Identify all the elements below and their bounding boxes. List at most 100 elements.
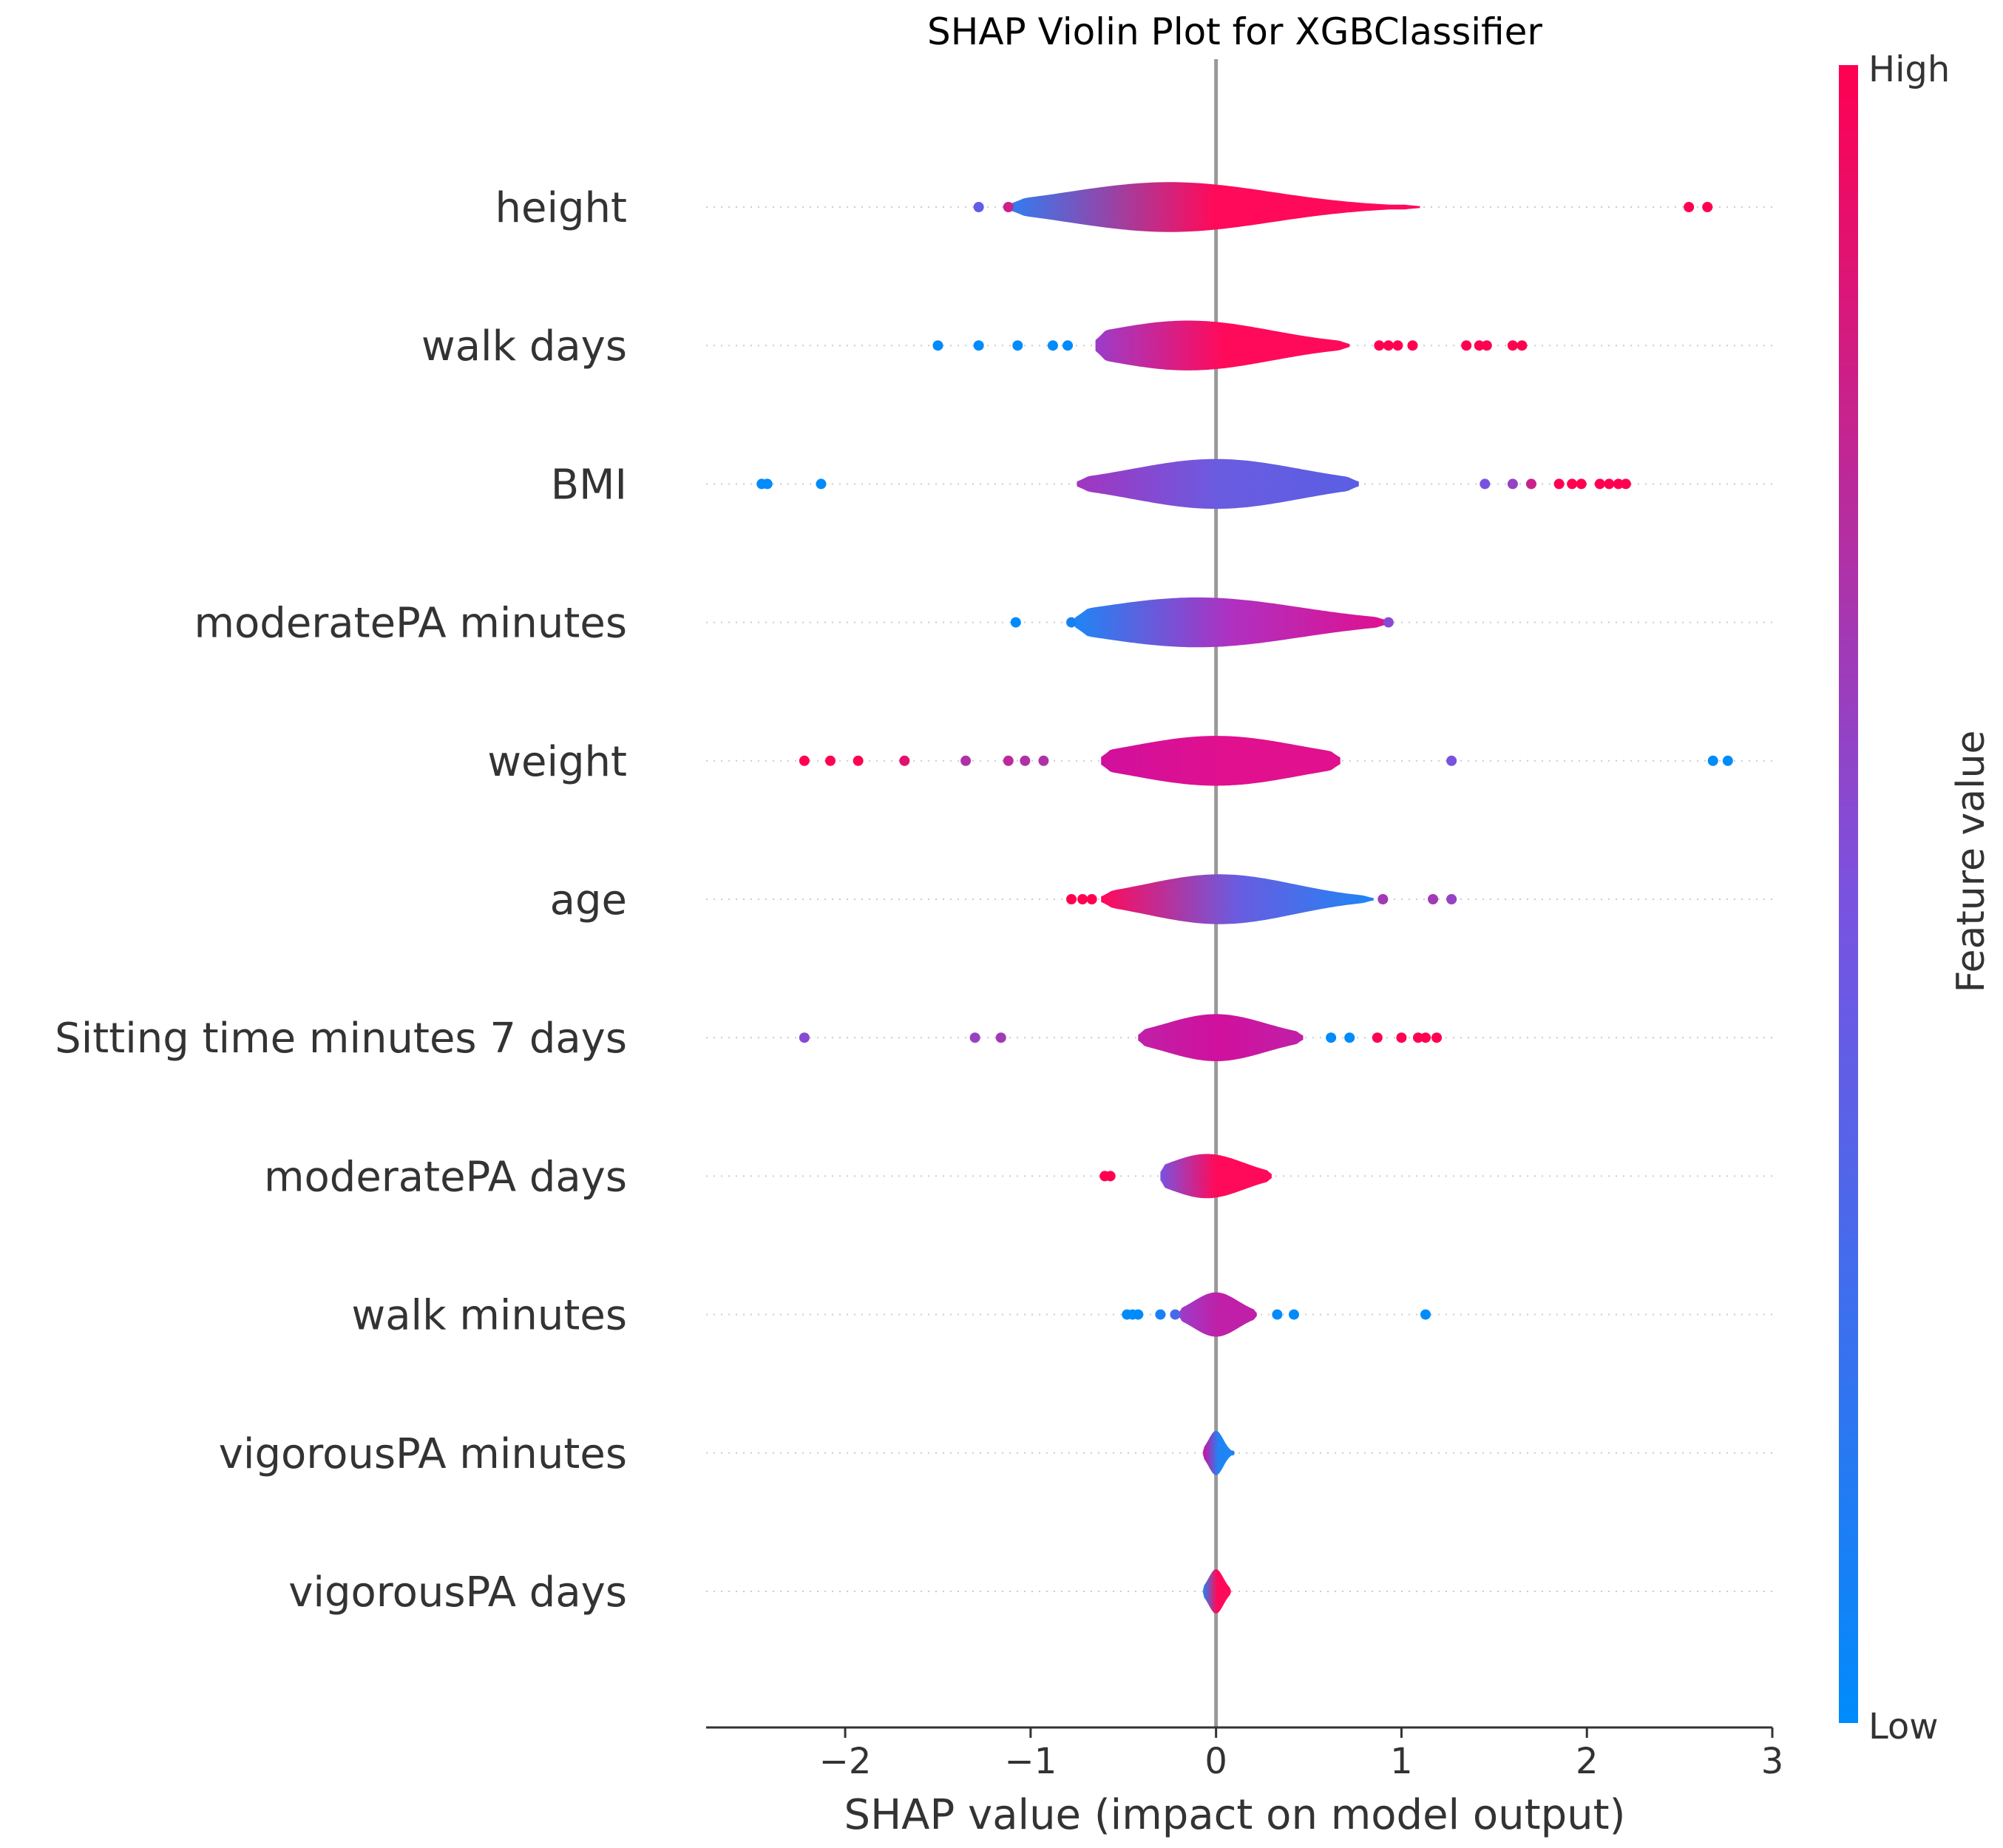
outlier-point-bmi-4 bbox=[1507, 478, 1518, 490]
outlier-point-height-2 bbox=[1684, 202, 1695, 212]
feature-label-walk-minutes: walk minutes bbox=[351, 1292, 627, 1340]
violin-bmi bbox=[1077, 458, 1359, 510]
outlier-point-weight-3 bbox=[899, 755, 910, 766]
violin-sitting-time-minutes-7-days bbox=[1138, 1014, 1304, 1061]
violin-walk-days bbox=[1095, 320, 1350, 370]
outlier-point-weight-2 bbox=[853, 755, 864, 766]
outlier-point-height-3 bbox=[1702, 202, 1713, 212]
outlier-point-sitting-time-minutes-7-days-2 bbox=[995, 1032, 1006, 1043]
feature-label-weight: weight bbox=[487, 738, 627, 786]
violin-vigorouspa-days bbox=[1203, 1569, 1231, 1614]
outlier-point-bmi-2 bbox=[816, 478, 827, 490]
outlier-point-weight-4 bbox=[960, 755, 972, 766]
outlier-point-sitting-time-minutes-7-days-1 bbox=[969, 1032, 980, 1043]
outlier-point-sitting-time-minutes-7-days-3 bbox=[1326, 1032, 1337, 1043]
outlier-point-walk-minutes-4 bbox=[1170, 1309, 1181, 1320]
outlier-point-moderatepa-minutes-1 bbox=[1066, 617, 1077, 628]
outlier-point-sitting-time-minutes-7-days-8 bbox=[1420, 1032, 1431, 1043]
colorbar-high-label: High bbox=[1868, 49, 1950, 90]
x-tick-label-4: 2 bbox=[1576, 1741, 1599, 1782]
outlier-point-bmi-8 bbox=[1576, 478, 1587, 490]
outlier-point-age-0 bbox=[1066, 894, 1077, 904]
outlier-point-walk-days-1 bbox=[973, 340, 984, 351]
violin-age bbox=[1101, 874, 1374, 924]
x-tick-label-5: 3 bbox=[1761, 1741, 1784, 1782]
outlier-point-walk-days-2 bbox=[1012, 340, 1023, 351]
outlier-points bbox=[756, 202, 1733, 1320]
outlier-point-bmi-1 bbox=[762, 478, 773, 490]
x-tick-label-0: −2 bbox=[819, 1741, 872, 1782]
outlier-point-age-2 bbox=[1086, 894, 1097, 904]
outlier-point-moderatepa-minutes-2 bbox=[1383, 617, 1394, 628]
outlier-point-bmi-9 bbox=[1594, 478, 1605, 490]
outlier-point-sitting-time-minutes-7-days-6 bbox=[1396, 1032, 1407, 1043]
violins bbox=[1008, 182, 1420, 1614]
x-tick-label-1: −1 bbox=[1004, 1741, 1057, 1782]
outlier-point-walk-days-13 bbox=[1516, 340, 1528, 351]
outlier-point-walk-days-0 bbox=[932, 340, 943, 351]
colorbar-title: Feature value bbox=[1949, 730, 1993, 992]
outlier-point-walk-minutes-7 bbox=[1420, 1309, 1431, 1320]
outlier-point-sitting-time-minutes-7-days-5 bbox=[1372, 1032, 1383, 1043]
outlier-point-bmi-12 bbox=[1620, 478, 1631, 490]
outlier-point-weight-8 bbox=[1446, 755, 1457, 766]
x-tick-label-3: 1 bbox=[1390, 1741, 1413, 1782]
violin-moderatepa-days bbox=[1160, 1154, 1272, 1199]
colorbar: High Low Feature value bbox=[1839, 49, 1993, 1747]
outlier-point-weight-7 bbox=[1038, 755, 1049, 766]
outlier-point-walk-days-10 bbox=[1474, 340, 1485, 351]
outlier-point-height-0 bbox=[973, 202, 984, 212]
feature-label-height: height bbox=[495, 184, 628, 232]
outlier-point-weight-5 bbox=[1003, 755, 1014, 766]
violin-weight bbox=[1101, 736, 1341, 786]
outlier-point-moderatepa-days-1 bbox=[1105, 1171, 1116, 1182]
outlier-point-weight-6 bbox=[1020, 755, 1031, 766]
violin-vigorouspa-minutes bbox=[1203, 1430, 1235, 1475]
feature-label-moderatepa-days: moderatePA days bbox=[264, 1153, 627, 1201]
feature-label-sitting-time-minutes-7-days: Sitting time minutes 7 days bbox=[55, 1015, 627, 1063]
outlier-point-bmi-6 bbox=[1553, 478, 1565, 490]
feature-label-bmi: BMI bbox=[551, 461, 627, 509]
feature-label-walk-days: walk days bbox=[421, 322, 627, 370]
outlier-point-walk-days-7 bbox=[1392, 340, 1403, 351]
outlier-point-bmi-11 bbox=[1613, 478, 1624, 490]
violin-height bbox=[1008, 182, 1420, 232]
outlier-point-walk-days-11 bbox=[1481, 340, 1492, 351]
outlier-point-walk-minutes-2 bbox=[1133, 1309, 1144, 1320]
outlier-point-bmi-10 bbox=[1604, 478, 1615, 490]
outlier-point-weight-10 bbox=[1722, 755, 1733, 766]
outlier-point-weight-0 bbox=[799, 755, 810, 766]
outlier-point-sitting-time-minutes-7-days-4 bbox=[1344, 1032, 1355, 1043]
feature-label-moderatepa-minutes: moderatePA minutes bbox=[194, 600, 627, 648]
outlier-point-bmi-7 bbox=[1567, 478, 1578, 490]
feature-label-age: age bbox=[550, 876, 627, 924]
outlier-point-walk-days-12 bbox=[1507, 340, 1518, 351]
outlier-point-age-4 bbox=[1428, 894, 1439, 904]
outlier-point-moderatepa-minutes-0 bbox=[1010, 617, 1021, 628]
outlier-point-walk-minutes-5 bbox=[1272, 1309, 1283, 1320]
outlier-point-height-1 bbox=[1003, 202, 1014, 212]
outlier-point-weight-1 bbox=[825, 755, 836, 766]
outlier-point-sitting-time-minutes-7-days-7 bbox=[1413, 1032, 1424, 1043]
x-tick-label-2: 0 bbox=[1204, 1741, 1227, 1782]
outlier-point-walk-days-8 bbox=[1407, 340, 1418, 351]
outlier-point-sitting-time-minutes-7-days-9 bbox=[1431, 1032, 1443, 1043]
x-axis-label: SHAP value (impact on model output) bbox=[844, 1791, 1626, 1839]
outlier-point-age-1 bbox=[1077, 894, 1088, 904]
outlier-point-age-3 bbox=[1377, 894, 1389, 904]
outlier-point-walk-minutes-3 bbox=[1155, 1309, 1166, 1320]
violin-walk-minutes bbox=[1179, 1292, 1257, 1337]
feature-label-vigorouspa-minutes: vigorousPA minutes bbox=[219, 1430, 627, 1478]
x-axis: −2 −1 0 1 2 3 bbox=[706, 1726, 1784, 1782]
feature-labels: height walk days BMI moderatePA minutes weig… bbox=[55, 184, 627, 1617]
outlier-point-walk-days-3 bbox=[1047, 340, 1058, 351]
outlier-point-age-5 bbox=[1446, 894, 1457, 904]
outlier-point-walk-days-6 bbox=[1383, 340, 1394, 351]
chart-title: SHAP Violin Plot for XGBClassifier bbox=[927, 10, 1542, 53]
outlier-point-walk-days-4 bbox=[1062, 340, 1074, 351]
outlier-point-walk-minutes-6 bbox=[1288, 1309, 1299, 1320]
feature-label-vigorouspa-days: vigorousPA days bbox=[288, 1568, 627, 1617]
violin-moderatepa-minutes bbox=[1075, 597, 1389, 648]
colorbar-low-label: Low bbox=[1868, 1706, 1939, 1747]
